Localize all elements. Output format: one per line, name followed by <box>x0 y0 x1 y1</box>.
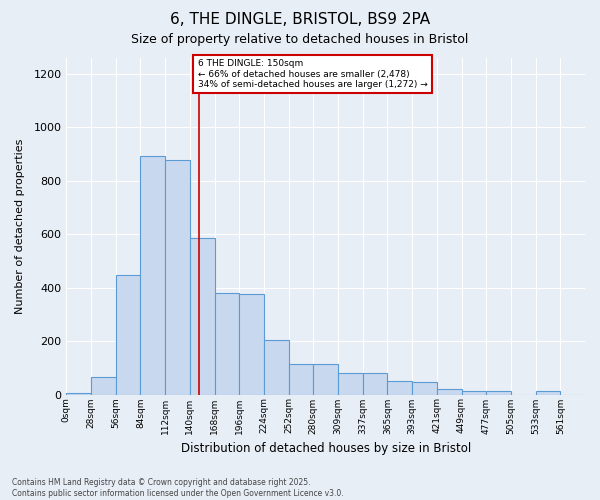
Bar <box>437 389 461 394</box>
Bar <box>91 377 116 394</box>
Bar <box>140 156 165 394</box>
Bar <box>264 340 289 394</box>
Text: Size of property relative to detached houses in Bristol: Size of property relative to detached ho… <box>131 32 469 46</box>
Bar <box>486 392 511 394</box>
Bar <box>116 276 140 394</box>
Bar <box>536 390 560 394</box>
Bar <box>165 160 190 394</box>
Bar <box>215 293 239 394</box>
Bar <box>190 238 215 394</box>
Bar <box>388 381 412 394</box>
Bar <box>67 393 91 394</box>
Bar <box>313 364 338 394</box>
Bar <box>412 382 437 394</box>
Text: 6, THE DINGLE, BRISTOL, BS9 2PA: 6, THE DINGLE, BRISTOL, BS9 2PA <box>170 12 430 28</box>
Bar <box>461 390 486 394</box>
Text: Contains HM Land Registry data © Crown copyright and database right 2025.
Contai: Contains HM Land Registry data © Crown c… <box>12 478 344 498</box>
Y-axis label: Number of detached properties: Number of detached properties <box>15 138 25 314</box>
X-axis label: Distribution of detached houses by size in Bristol: Distribution of detached houses by size … <box>181 442 471 455</box>
Text: 6 THE DINGLE: 150sqm
← 66% of detached houses are smaller (2,478)
34% of semi-de: 6 THE DINGLE: 150sqm ← 66% of detached h… <box>198 59 428 89</box>
Bar <box>289 364 313 394</box>
Bar <box>239 294 264 394</box>
Bar <box>363 373 388 394</box>
Bar <box>338 373 363 394</box>
